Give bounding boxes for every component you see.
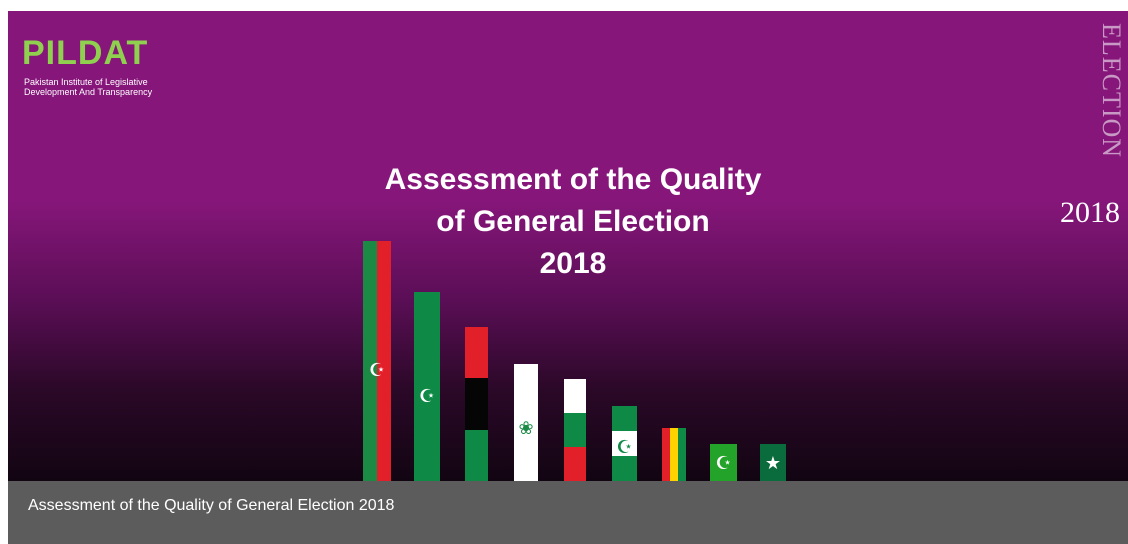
flag-stripe: [465, 327, 488, 379]
hero-banner: PILDAT Pakistan Institute of Legislative…: [8, 11, 1128, 481]
logo-subtitle-line1: Pakistan Institute of Legislative: [24, 77, 148, 87]
caption-text: Assessment of the Quality of General Ele…: [28, 497, 395, 514]
crescent-star-icon: ☪: [715, 453, 732, 473]
side-election-year: 2018: [1060, 196, 1120, 229]
headline-line1: Assessment of the Quality: [384, 163, 762, 196]
flag-6: ☪: [612, 406, 637, 481]
flag-8: ☪: [710, 444, 737, 481]
emblem-icon: ❀: [518, 418, 534, 438]
crescent-star-icon: ☪: [616, 437, 633, 457]
flag-9: ★: [760, 444, 786, 481]
star-icon: ★: [764, 453, 782, 473]
flag-stripe: [612, 406, 637, 431]
flag-stripe: [363, 241, 377, 481]
flag-stripe: [564, 412, 586, 447]
headline-line3: 2018: [539, 247, 607, 280]
flag-stripe: [710, 444, 737, 481]
flag-stripe: [670, 428, 678, 481]
logo-subtitle-line2: Development And Transparency: [24, 87, 153, 97]
side-election-word: ELECTION: [1097, 23, 1126, 159]
flag-stripe: [662, 428, 670, 481]
pildat-logo: PILDAT Pakistan Institute of Legislative…: [22, 21, 202, 111]
caption-bar: Assessment of the Quality of General Ele…: [8, 481, 1128, 544]
flag-4: ❀: [514, 364, 538, 481]
flag-stripe: [377, 241, 391, 481]
flag-stripe: [465, 429, 488, 481]
flag-stripe: [465, 378, 488, 430]
flag-stripe: [414, 292, 440, 481]
flag-stripe: [760, 444, 786, 481]
flag-5: [564, 379, 586, 481]
flag-3: [465, 327, 488, 481]
headline: Assessment of the Quality of General Ele…: [338, 159, 808, 285]
flag-2: ☪: [414, 292, 440, 481]
flag-stripe: [564, 446, 586, 481]
crescent-star-icon: ☪: [418, 386, 436, 406]
flag-1: ☪: [363, 241, 391, 481]
flag-stripe: [612, 456, 637, 481]
flag-stripe: [514, 364, 538, 481]
flag-stripe: [678, 428, 686, 481]
flag-stripe: [612, 431, 637, 456]
headline-line2: of General Election: [436, 205, 710, 238]
flag-7: [662, 428, 686, 481]
flag-stripe: [564, 379, 586, 413]
crescent-star-icon: ☪: [368, 360, 386, 380]
logo-wordmark: PILDAT: [22, 34, 149, 72]
